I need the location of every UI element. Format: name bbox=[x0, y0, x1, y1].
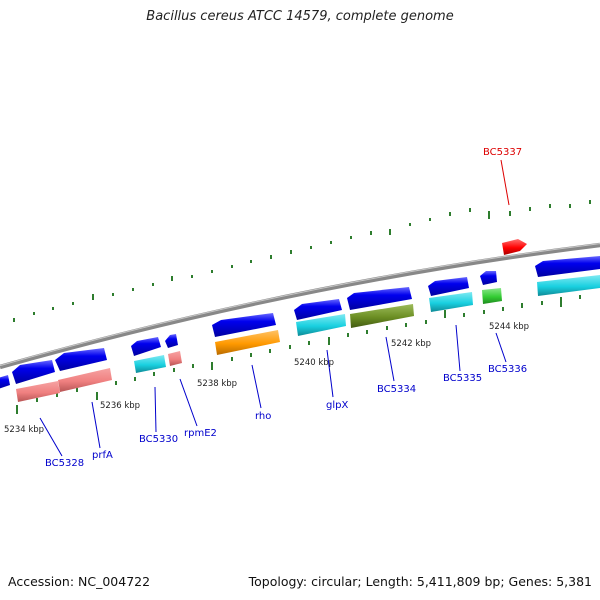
feature-bar-cyan[interactable] bbox=[134, 355, 166, 373]
kbp-label: 5242 kbp bbox=[391, 339, 431, 349]
gene-label-bc5336[interactable]: BC5336 bbox=[488, 364, 527, 375]
label-leaders bbox=[39, 159, 510, 457]
gene-label-bc5330[interactable]: BC5330 bbox=[139, 434, 178, 445]
gene-label-rpme2[interactable]: rpmE2 bbox=[184, 428, 217, 439]
kbp-label: 5238 kbp bbox=[197, 379, 237, 389]
cds-arrow[interactable] bbox=[480, 271, 497, 285]
gene-label-bc5335[interactable]: BC5335 bbox=[443, 373, 482, 384]
cds-arrow[interactable] bbox=[165, 334, 178, 348]
inner-tick-track bbox=[16, 295, 581, 414]
cds-arrow[interactable] bbox=[535, 256, 600, 277]
cds-arrow[interactable] bbox=[0, 375, 10, 389]
accession-text: Accession: NC_004722 bbox=[8, 574, 151, 589]
kbp-label: 5236 kbp bbox=[100, 401, 140, 411]
cds-arrow[interactable] bbox=[428, 277, 469, 296]
feature-bar-cyan[interactable] bbox=[537, 275, 600, 296]
feature-track bbox=[16, 239, 600, 402]
kbp-label: 5240 kbp bbox=[294, 358, 334, 368]
genome-stats-text: Topology: circular; Length: 5,411,809 bp… bbox=[248, 574, 592, 589]
feature-bar-pink[interactable] bbox=[168, 351, 182, 366]
cds-arrow[interactable] bbox=[55, 348, 107, 371]
feature-bar-pink[interactable] bbox=[16, 381, 60, 402]
outer-tick-track bbox=[13, 200, 591, 322]
feature-bar-cyan[interactable] bbox=[429, 292, 473, 312]
gene-label-bc5328[interactable]: BC5328 bbox=[45, 458, 84, 469]
map-title: Bacillus cereus ATCC 14579, complete gen… bbox=[146, 9, 454, 24]
cds-arrow[interactable] bbox=[212, 313, 276, 337]
cds-arrow[interactable] bbox=[131, 337, 161, 356]
cds-track bbox=[0, 256, 600, 389]
gene-label-glpx[interactable]: glpX bbox=[326, 400, 348, 411]
feature-bar-green[interactable] bbox=[482, 288, 502, 304]
gene-label-bc5334[interactable]: BC5334 bbox=[377, 384, 416, 395]
feature-arrow-red[interactable] bbox=[502, 239, 527, 255]
gene-label-prfa[interactable]: prfA bbox=[92, 450, 113, 461]
cds-arrow[interactable] bbox=[347, 287, 412, 310]
gene-label-rho[interactable]: rho bbox=[255, 411, 271, 422]
kbp-label: 5234 kbp bbox=[4, 425, 44, 435]
genome-backbone bbox=[0, 242, 600, 370]
feature-bar-olive[interactable] bbox=[350, 304, 414, 328]
cds-arrow[interactable] bbox=[12, 360, 55, 384]
feature-bar-orange[interactable] bbox=[215, 330, 280, 355]
feature-bar-cyan[interactable] bbox=[296, 314, 346, 336]
feature-bar-pink[interactable] bbox=[58, 368, 112, 392]
gene-label-bc5337[interactable]: BC5337 bbox=[483, 147, 522, 158]
kbp-label: 5244 kbp bbox=[489, 322, 529, 332]
cds-arrow[interactable] bbox=[294, 299, 342, 320]
